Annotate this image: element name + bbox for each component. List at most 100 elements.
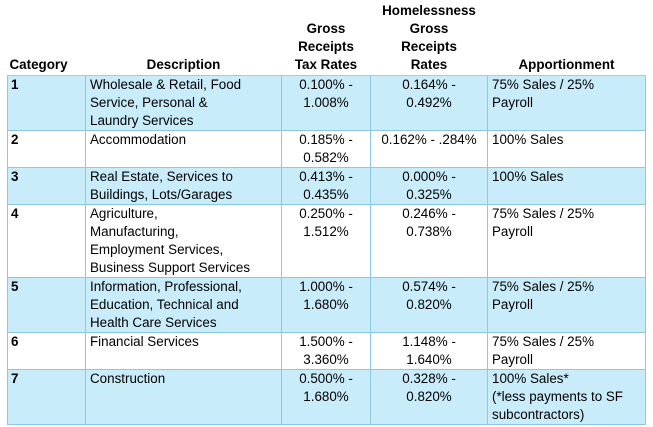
gross-receipts-cell-line: 0.500% - (299, 371, 353, 386)
homelessness-cell: 0.162% - .284% (370, 130, 488, 168)
tax-rates-table: Category Description Gross Receipts Tax … (7, 0, 646, 425)
homelessness-cell-line: 0.492% (406, 95, 452, 110)
category-cell: 3 (7, 167, 86, 205)
gross-receipts-cell: 1.500% - 3.360% (281, 332, 371, 370)
header-gross-receipts: Gross Receipts Tax Rates (281, 0, 371, 76)
gross-receipts-cell-line: 0.185% - (299, 132, 353, 147)
description-cell: Financial Services (85, 332, 282, 370)
gross-receipts-cell-line: 1.008% (303, 95, 349, 110)
header-row: Category Description Gross Receipts Tax … (7, 0, 646, 76)
header-homeless-line: Receipts (401, 39, 457, 54)
gross-receipts-cell: 0.500% - 1.680% (281, 369, 371, 425)
header-gross-line: Tax Rates (294, 57, 358, 72)
category-cell-line: 7 (11, 371, 19, 386)
table-row: 5 Information, Professional, Education, Te… (7, 277, 646, 333)
apportionment-cell: 100% Sales* (*less payments to SF subcontr… (487, 369, 646, 425)
table-row: 7 Construction 0.500% - 1.680% 0.328% - 0.820… (7, 369, 646, 425)
gross-receipts-cell: 0.100% - 1.008% (281, 75, 371, 131)
description-cell-line: Service, Personal & (90, 95, 208, 110)
apportionment-cell-line: Payroll (492, 297, 533, 312)
category-cell-line: 4 (11, 206, 19, 221)
apportionment-cell-line: 100% Sales (492, 132, 564, 147)
header-description: Description (85, 0, 282, 76)
header-homeless-line: Gross (409, 21, 449, 36)
homelessness-cell-line: 0.164% - (402, 77, 456, 92)
gross-receipts-cell-line: 1.680% (303, 389, 349, 404)
homelessness-cell-line: 0.325% (406, 187, 452, 202)
homelessness-cell-line: 0.246% - (402, 206, 456, 221)
gross-receipts-cell: 0.250% - 1.512% (281, 204, 371, 278)
description-cell-line: Manufacturing, (90, 224, 179, 239)
gross-receipts-cell-line: 3.360% (303, 352, 349, 367)
description-cell-line: Buildings, Lots/Garages (90, 187, 233, 202)
apportionment-cell: 75% Sales / 25% Payroll (487, 75, 646, 131)
gross-receipts-cell-line: 0.413% - (299, 169, 353, 184)
category-cell-line: 2 (11, 132, 19, 147)
homelessness-cell: 0.246% - 0.738% (370, 204, 488, 278)
category-cell: 2 (7, 130, 86, 168)
category-cell: 1 (7, 75, 86, 131)
description-cell-line: Laundry Services (90, 113, 194, 128)
apportionment-cell-line: 100% Sales (492, 169, 564, 184)
homelessness-cell-line: 0.820% (406, 389, 452, 404)
description-cell: Information, Professional, Education, Tec… (85, 277, 282, 333)
gross-receipts-cell: 0.413% - 0.435% (281, 167, 371, 205)
gross-receipts-cell-line: 1.680% (303, 297, 349, 312)
category-cell: 4 (7, 204, 86, 278)
description-cell-line: Agriculture, (90, 206, 158, 221)
gross-receipts-cell-line: 1.500% - (299, 334, 353, 349)
description-cell-line: Education, Technical and (90, 297, 239, 312)
gross-receipts-cell: 0.185% - 0.582% (281, 130, 371, 168)
apportionment-cell-line: subcontractors) (492, 407, 585, 422)
homelessness-cell: 1.148% - 1.640% (370, 332, 488, 370)
description-cell: Real Estate, Services to Buildings, Lots/… (85, 167, 282, 205)
gross-receipts-cell-line: 0.582% (303, 150, 349, 165)
apportionment-cell-line: Payroll (492, 95, 533, 110)
homelessness-cell-line: 1.148% - (402, 334, 456, 349)
apportionment-cell: 100% Sales (487, 130, 646, 168)
description-cell-line: Financial Services (90, 334, 199, 349)
table-row: 1 Wholesale & Retail, Food Service, Person… (7, 75, 646, 131)
gross-receipts-cell-line: 0.100% - (299, 77, 353, 92)
category-cell-line: 1 (11, 77, 19, 92)
homelessness-cell: 0.164% - 0.492% (370, 75, 488, 131)
description-cell-line: Accommodation (90, 132, 187, 147)
apportionment-cell: 75% Sales / 25% Payroll (487, 204, 646, 278)
apportionment-cell-line: 75% Sales / 25% (492, 77, 594, 92)
gross-receipts-cell-line: 1.512% (303, 224, 349, 239)
description-cell: Construction (85, 369, 282, 425)
homelessness-cell-line: 0.000% - (402, 169, 456, 184)
homelessness-cell: 0.328% - 0.820% (370, 369, 488, 425)
description-cell: Agriculture, Manufacturing, Employment Ser… (85, 204, 282, 278)
category-cell: 5 (7, 277, 86, 333)
category-cell-line: 3 (11, 169, 19, 184)
apportionment-cell-line: Payroll (492, 224, 533, 239)
header-gross-line: Gross (306, 21, 346, 36)
header-homeless-line: Homelessness (382, 3, 476, 18)
table-row: 6 Financial Services 1.500% - 3.360% 1.148% … (7, 332, 646, 370)
apportionment-cell: 75% Sales / 25% Payroll (487, 332, 646, 370)
gross-receipts-cell-line: 0.435% (303, 187, 349, 202)
description-cell-line: Wholesale & Retail, Food (90, 77, 242, 92)
homelessness-cell: 0.574% - 0.820% (370, 277, 488, 333)
table-row: 4 Agriculture, Manufacturing, Employment Se… (7, 204, 646, 278)
apportionment-cell-line: (*less payments to SF (492, 389, 623, 404)
description-cell: Accommodation (85, 130, 282, 168)
description-cell-line: Employment Services, (90, 242, 224, 257)
description-cell-line: Health Care Services (90, 315, 217, 330)
apportionment-cell-line: 75% Sales / 25% (492, 206, 594, 221)
header-homeless-line: Rates (410, 57, 448, 72)
category-cell-line: 5 (11, 279, 19, 294)
gross-receipts-cell-line: 0.250% - (299, 206, 353, 221)
description-cell-line: Real Estate, Services to (90, 169, 233, 184)
apportionment-cell: 75% Sales / 25% Payroll (487, 277, 646, 333)
homelessness-cell-line: 0.574% - (402, 279, 456, 294)
homelessness-cell-line: 0.328% - (402, 371, 456, 386)
homelessness-cell-line: 0.738% (406, 224, 452, 239)
description-cell: Wholesale & Retail, Food Service, Persona… (85, 75, 282, 131)
category-cell: 7 (7, 369, 86, 425)
gross-receipts-cell: 1.000% - 1.680% (281, 277, 371, 333)
table-row: 2 Accommodation 0.185% - 0.582% 0.162% - .28… (7, 130, 646, 168)
header-apportionment: Apportionment (487, 0, 646, 76)
header-gross-line: Receipts (298, 39, 354, 54)
